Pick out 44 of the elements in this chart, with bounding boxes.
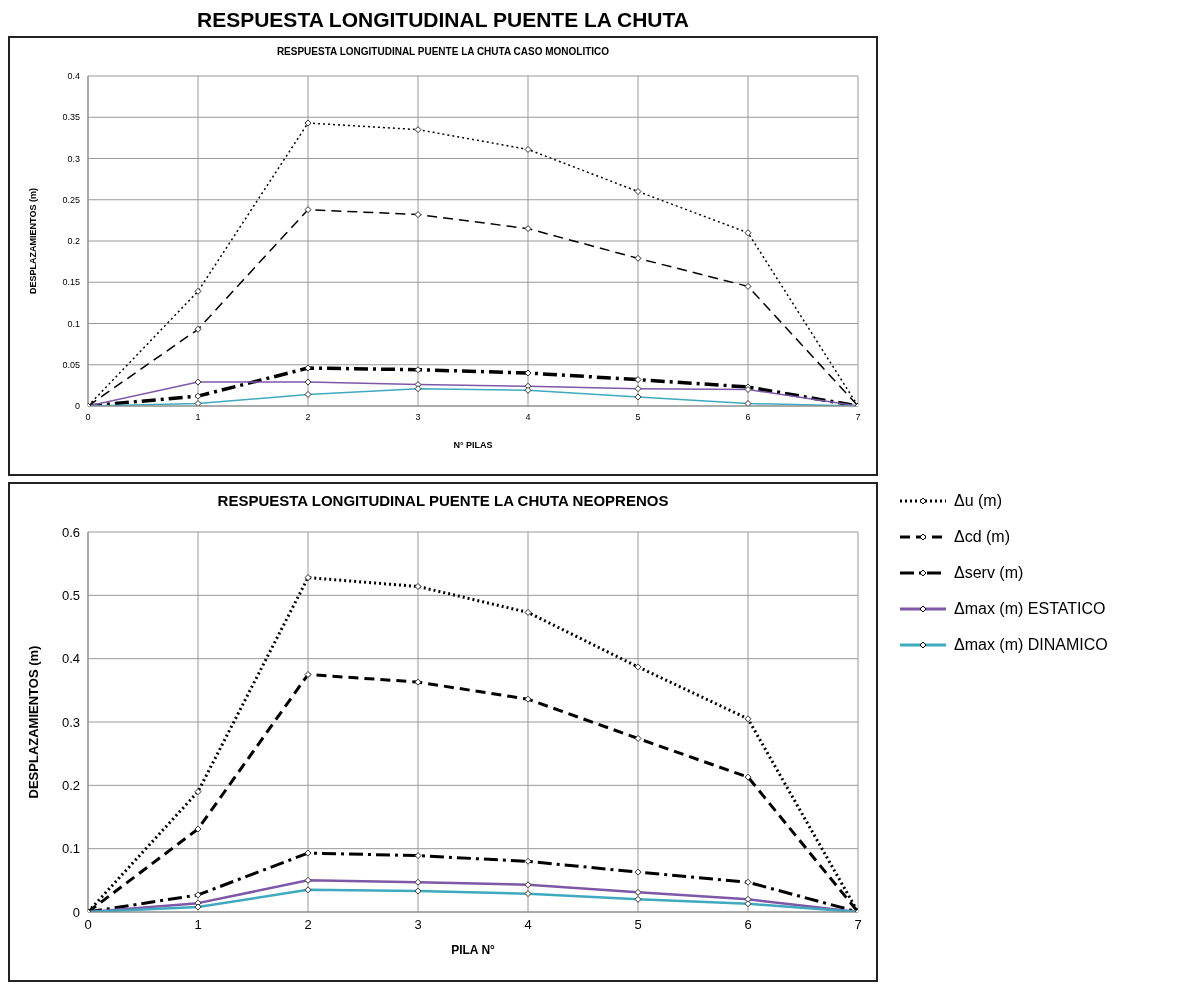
x-tick-label: 5 xyxy=(635,412,641,423)
x-tick-label: 7 xyxy=(855,412,861,423)
x-tick-label: 3 xyxy=(414,917,422,933)
y-tick-label: 0.1 xyxy=(67,318,80,329)
x-tick-label: 0 xyxy=(85,412,91,423)
legend-label: Δserv (m) xyxy=(954,564,1024,582)
y-tick-label: 0.25 xyxy=(62,194,80,205)
chart-title: RESPUESTA LONGITUDINAL PUENTE LA CHUTA NEOPRENOS xyxy=(216,492,670,509)
x-tick-label: 4 xyxy=(525,412,531,423)
x-tick-label: 0 xyxy=(84,917,92,933)
legend-label: Δu (m) xyxy=(954,492,1003,510)
x-tick-label: 4 xyxy=(524,917,532,933)
y-tick-label: 0.1 xyxy=(61,841,80,857)
y-axis-title: DESPLAZAMIENTOS (m) xyxy=(25,645,41,799)
y-tick-label: 0 xyxy=(74,401,80,412)
y-axis-title: DESPLAZAMIENTOS (m) xyxy=(28,188,39,294)
chart-title: RESPUESTA LONGITUDINAL PUENTE LA CHUTA xyxy=(196,8,690,32)
y-tick-label: 0.3 xyxy=(67,153,80,164)
x-tick-label: 1 xyxy=(194,917,202,933)
y-tick-label: 0.6 xyxy=(61,524,80,540)
x-tick-label: 2 xyxy=(304,917,312,933)
y-tick-label: 0.05 xyxy=(62,359,80,370)
legend-label: Δmax (m) DINAMICO xyxy=(954,636,1108,654)
y-tick-label: 0.3 xyxy=(61,714,80,730)
y-tick-label: 0.15 xyxy=(62,277,80,288)
x-tick-label: 7 xyxy=(854,917,862,933)
x-axis-title: PILA N° xyxy=(451,943,496,957)
y-tick-label: 0.4 xyxy=(61,651,80,667)
y-tick-label: 0 xyxy=(72,904,80,920)
legend-label: Δcd (m) xyxy=(954,528,1011,546)
x-tick-label: 6 xyxy=(744,917,752,933)
x-tick-label: 3 xyxy=(415,412,421,423)
y-tick-label: 0.2 xyxy=(67,236,80,247)
x-tick-label: 6 xyxy=(745,412,751,423)
chart-subtitle: RESPUESTA LONGITUDINAL PUENTE LA CHUTA CASO MONOLITICO xyxy=(275,46,611,57)
y-tick-label: 0.35 xyxy=(62,112,80,123)
y-tick-label: 0.4 xyxy=(67,71,80,82)
y-tick-label: 0.5 xyxy=(61,587,80,603)
y-tick-label: 0.2 xyxy=(61,777,80,793)
x-tick-label: 1 xyxy=(195,412,201,423)
x-tick-label: 5 xyxy=(634,917,642,933)
legend-label: Δmax (m) ESTATICO xyxy=(954,600,1106,618)
x-tick-label: 2 xyxy=(305,412,311,423)
x-axis-title: N° PILAS xyxy=(453,440,493,450)
